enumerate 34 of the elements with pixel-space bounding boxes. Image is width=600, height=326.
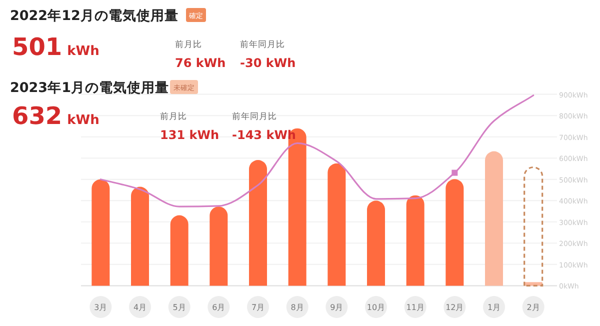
x-tick-label: 2月: [526, 303, 540, 312]
bar: [131, 186, 149, 286]
x-tick-label: 8月: [290, 303, 304, 312]
line-series: [100, 94, 534, 208]
annotation: 2023年1月の電気使用量: [10, 80, 169, 96]
x-tick-label: 12月: [446, 303, 464, 312]
text: -30 kWh: [240, 56, 296, 70]
chart-title: 2022年12月の電気使用量: [10, 8, 178, 24]
x-tick-label: 7月: [251, 303, 265, 312]
bar: [485, 151, 503, 286]
text: 前月比: [175, 39, 202, 50]
x-tick-label: 1月: [487, 303, 501, 312]
x-tick-label: 3月: [94, 303, 108, 312]
bar: [170, 215, 188, 286]
text: 76 kWh: [175, 56, 226, 70]
bar: [210, 206, 228, 286]
bar: [406, 195, 424, 286]
x-tick-label: 11月: [406, 303, 424, 312]
bar: [446, 179, 464, 286]
text: 前年同月比: [240, 39, 285, 50]
x-tick-label: 5月: [172, 303, 186, 312]
x-tick-label: 9月: [330, 303, 344, 312]
bar: [328, 163, 346, 286]
x-tick-label: 4月: [133, 303, 147, 312]
x-tick-label: 6月: [212, 303, 226, 312]
text: 501 kWh: [12, 33, 100, 61]
annotation: 632 kWh: [12, 102, 100, 130]
annotation: 131 kWh: [160, 128, 219, 142]
annotation: 前月比: [160, 111, 187, 122]
annotation: 前年同月比: [232, 111, 277, 122]
bar: [249, 160, 267, 286]
bar: [367, 200, 385, 286]
x-tick-label: 10月: [366, 303, 386, 312]
bar: [92, 179, 110, 286]
